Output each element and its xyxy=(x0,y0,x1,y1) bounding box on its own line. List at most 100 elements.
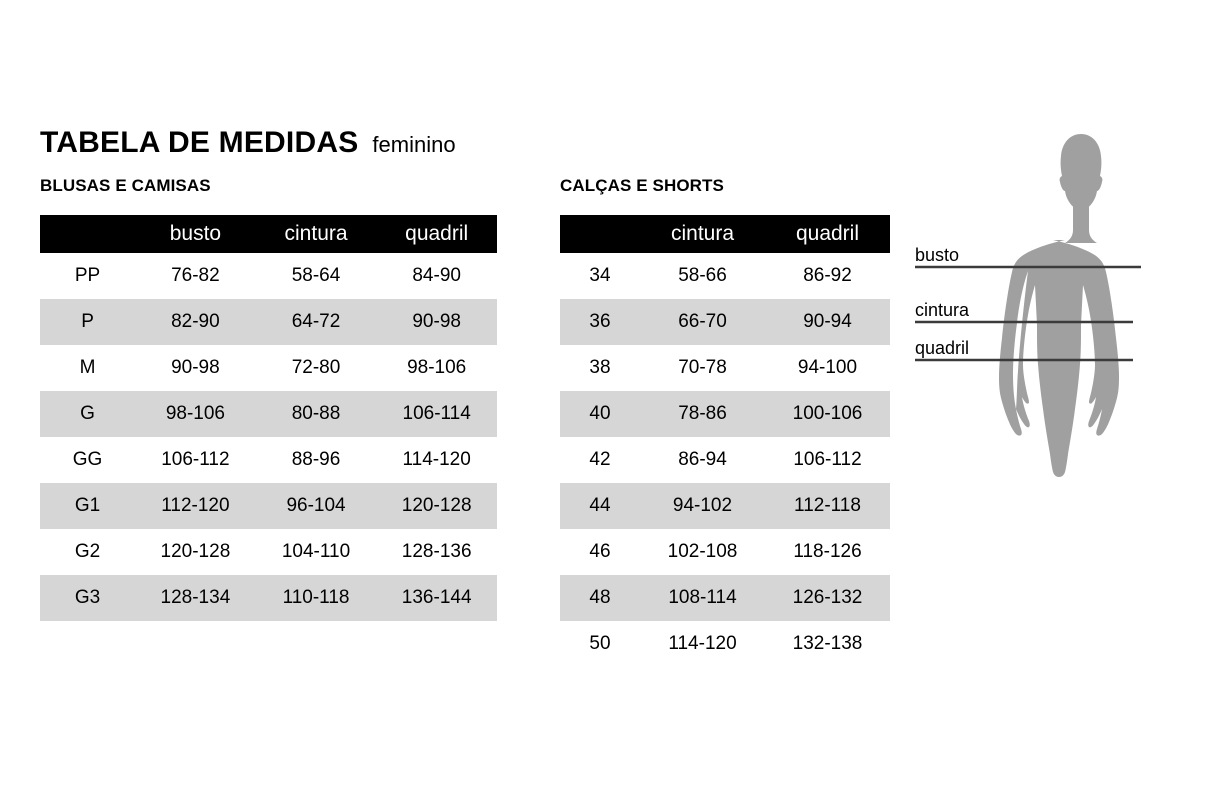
cell-cintura: 108-114 xyxy=(640,575,765,621)
cell-quadril: 98-106 xyxy=(376,345,497,391)
column-header-size xyxy=(560,215,640,253)
table-row: GG 106-112 88-96 114-120 xyxy=(40,437,497,483)
table-header-row: busto cintura quadril xyxy=(40,215,497,253)
cell-quadril: 132-138 xyxy=(765,621,890,667)
table-body-calcas: 34 58-66 86-92 36 66-70 90-94 38 70-78 94-100 40 7… xyxy=(560,253,890,667)
section-heading-calcas: CALÇAS E SHORTS xyxy=(560,176,724,195)
cell-size: 36 xyxy=(560,299,640,345)
cell-size: 42 xyxy=(560,437,640,483)
measure-label-cintura: cintura xyxy=(915,300,970,320)
cell-cintura: 58-66 xyxy=(640,253,765,299)
cell-quadril: 128-136 xyxy=(376,529,497,575)
table-row: PP 76-82 58-64 84-90 xyxy=(40,253,497,299)
cell-size: G xyxy=(40,391,136,437)
table-row: G1 112-120 96-104 120-128 xyxy=(40,483,497,529)
cell-quadril: 118-126 xyxy=(765,529,890,575)
cell-quadril: 84-90 xyxy=(376,253,497,299)
section-heading-blusas: BLUSAS E CAMISAS xyxy=(40,176,211,195)
cell-cintura: 66-70 xyxy=(640,299,765,345)
cell-busto: 98-106 xyxy=(135,391,256,437)
cell-size: 48 xyxy=(560,575,640,621)
cell-cintura: 88-96 xyxy=(255,437,377,483)
table-row: 38 70-78 94-100 xyxy=(560,345,890,391)
page-title-subtitle: feminino xyxy=(372,132,456,157)
page-title-main: TABELA DE MEDIDAS xyxy=(40,126,359,159)
cell-quadril: 136-144 xyxy=(376,575,497,621)
table-row: 42 86-94 106-112 xyxy=(560,437,890,483)
cell-busto: 82-90 xyxy=(135,299,256,345)
cell-cintura: 114-120 xyxy=(640,621,765,667)
column-header-cintura: cintura xyxy=(640,215,765,253)
column-header-cintura: cintura xyxy=(255,215,377,253)
cell-cintura: 58-64 xyxy=(255,253,377,299)
table-row: G 98-106 80-88 106-114 xyxy=(40,391,497,437)
cell-cintura: 110-118 xyxy=(255,575,377,621)
cell-quadril: 90-98 xyxy=(376,299,497,345)
column-header-quadril: quadril xyxy=(376,215,497,253)
measure-label-busto: busto xyxy=(915,245,960,265)
cell-size: M xyxy=(40,345,136,391)
table-header-row: cintura quadril xyxy=(560,215,890,253)
cell-cintura: 78-86 xyxy=(640,391,765,437)
cell-quadril: 114-120 xyxy=(376,437,497,483)
cell-size: 46 xyxy=(560,529,640,575)
measurement-lines xyxy=(915,265,1141,362)
cell-size: 40 xyxy=(560,391,640,437)
cell-size: 38 xyxy=(560,345,640,391)
cell-busto: 128-134 xyxy=(135,575,256,621)
cell-cintura: 86-94 xyxy=(640,437,765,483)
cell-size: 44 xyxy=(560,483,640,529)
cell-size: G1 xyxy=(40,483,136,529)
cell-busto: 106-112 xyxy=(135,437,256,483)
size-table-calcas: cintura quadril 34 58-66 86-92 36 66-70 90-94… xyxy=(560,215,890,667)
table-row: G3 128-134 110-118 136-144 xyxy=(40,575,497,621)
cell-size: G2 xyxy=(40,529,136,575)
cell-cintura: 64-72 xyxy=(255,299,377,345)
column-header-busto: busto xyxy=(135,215,256,253)
cell-cintura: 104-110 xyxy=(255,529,377,575)
table-row: G2 120-128 104-110 128-136 xyxy=(40,529,497,575)
cell-cintura: 72-80 xyxy=(255,345,377,391)
cell-size: PP xyxy=(40,253,136,299)
cell-cintura: 70-78 xyxy=(640,345,765,391)
column-header-size xyxy=(40,215,136,253)
cell-cintura: 94-102 xyxy=(640,483,765,529)
cell-quadril: 120-128 xyxy=(376,483,497,529)
cell-busto: 120-128 xyxy=(135,529,256,575)
table-row: 50 114-120 132-138 xyxy=(560,621,890,667)
table-row: 44 94-102 112-118 xyxy=(560,483,890,529)
table-row: 46 102-108 118-126 xyxy=(560,529,890,575)
cell-busto: 90-98 xyxy=(135,345,256,391)
cell-size: GG xyxy=(40,437,136,483)
cell-size: P xyxy=(40,299,136,345)
female-body-silhouette-icon xyxy=(999,134,1149,540)
cell-quadril: 86-92 xyxy=(765,253,890,299)
body-figure: busto cintura quadril xyxy=(905,120,1205,665)
table-row: M 90-98 72-80 98-106 xyxy=(40,345,497,391)
cell-busto: 112-120 xyxy=(135,483,256,529)
cell-size: 50 xyxy=(560,621,640,667)
column-header-quadril: quadril xyxy=(765,215,890,253)
table-row: 48 108-114 126-132 xyxy=(560,575,890,621)
measure-label-quadril: quadril xyxy=(915,338,970,358)
cell-quadril: 106-112 xyxy=(765,437,890,483)
page-title: TABELA DE MEDIDAS feminino xyxy=(40,128,456,158)
table-row: 40 78-86 100-106 xyxy=(560,391,890,437)
table-body-blusas: PP 76-82 58-64 84-90 P 82-90 64-72 90-98 M 90-98 7… xyxy=(40,253,497,621)
cell-quadril: 112-118 xyxy=(765,483,890,529)
cell-quadril: 106-114 xyxy=(376,391,497,437)
cell-size: 34 xyxy=(560,253,640,299)
cell-cintura: 102-108 xyxy=(640,529,765,575)
cell-cintura: 96-104 xyxy=(255,483,377,529)
cell-quadril: 90-94 xyxy=(765,299,890,345)
table-row: 34 58-66 86-92 xyxy=(560,253,890,299)
table-row: P 82-90 64-72 90-98 xyxy=(40,299,497,345)
cell-size: G3 xyxy=(40,575,136,621)
cell-quadril: 94-100 xyxy=(765,345,890,391)
cell-quadril: 100-106 xyxy=(765,391,890,437)
cell-quadril: 126-132 xyxy=(765,575,890,621)
cell-busto: 76-82 xyxy=(135,253,256,299)
size-table-blusas: busto cintura quadril PP 76-82 58-64 84-90 P… xyxy=(40,215,497,621)
table-row: 36 66-70 90-94 xyxy=(560,299,890,345)
cell-cintura: 80-88 xyxy=(255,391,377,437)
